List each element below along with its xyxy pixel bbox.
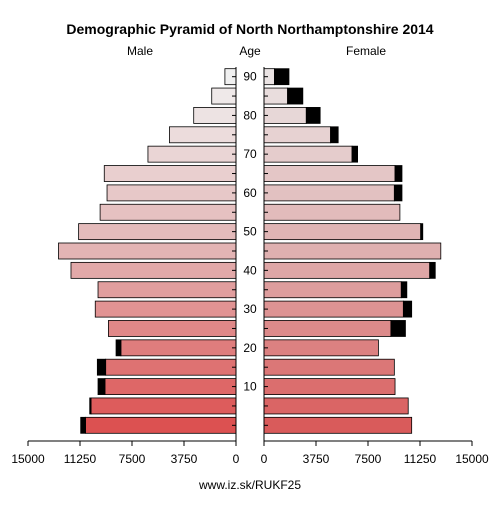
female-bar-80-84 <box>263 107 307 124</box>
female-bars <box>263 68 442 434</box>
female-bar-20-24 <box>263 339 379 357</box>
male-bar-75-79 <box>169 126 237 144</box>
x-tick-label: 11250 <box>404 452 437 466</box>
female-bar-50-54 <box>263 223 422 241</box>
chart-title: Demographic Pyramid of North Northampton… <box>66 21 433 37</box>
source-label: www.iz.sk/RUKF25 <box>198 478 301 492</box>
male-bar-20-24 <box>120 339 237 357</box>
x-tick-label: 0 <box>261 452 268 466</box>
female-foreign-bar-60-64 <box>393 184 403 202</box>
female-bar-10-14 <box>263 378 396 395</box>
age-label: Age <box>239 44 261 58</box>
female-bar-25-29 <box>263 320 392 337</box>
male-foreign-bar-15-19 <box>96 358 107 376</box>
female-foreign-bar-30-34 <box>402 300 413 318</box>
age-tick-label: 10 <box>243 380 257 394</box>
age-tick-label: 30 <box>243 302 257 316</box>
female-foreign-bar-90+ <box>273 68 290 86</box>
x-tick-label: 0 <box>233 452 240 466</box>
male-foreign-bar-0-4 <box>80 416 86 434</box>
female-bar-35-39 <box>263 281 402 299</box>
age-tick-label: 50 <box>243 225 257 239</box>
age-tick-label: 70 <box>243 147 257 161</box>
female-foreign-bar-85-89 <box>287 87 304 105</box>
male-bar-60-64 <box>106 184 237 202</box>
x-tick-label: 15000 <box>11 452 45 466</box>
female-bar-5-9 <box>263 397 409 415</box>
male-bar-65-69 <box>103 165 237 182</box>
female-bar-70-74 <box>263 145 353 163</box>
male-foreign-bar-20-24 <box>115 339 122 357</box>
male-bar-10-14 <box>104 378 237 395</box>
female-foreign-bar-40-44 <box>429 261 436 279</box>
male-bar-70-74 <box>147 145 237 163</box>
male-foreign-bar-5-9 <box>89 397 92 415</box>
male-bar-40-44 <box>70 261 237 279</box>
female-foreign-bar-50-54 <box>420 223 424 241</box>
female-bar-15-19 <box>263 358 395 376</box>
age-tick-label: 80 <box>243 108 257 122</box>
female-bar-0-4 <box>263 416 413 434</box>
age-tick-label: 20 <box>243 341 257 355</box>
x-tick-label: 3750 <box>171 452 198 466</box>
male-bar-55-59 <box>99 203 237 221</box>
male-bar-5-9 <box>90 397 237 415</box>
x-tick-label: 3750 <box>303 452 330 466</box>
female-foreign-bar-25-29 <box>390 320 406 337</box>
female-bar-30-34 <box>263 300 404 318</box>
male-bar-35-39 <box>97 281 237 299</box>
male-bar-80-84 <box>193 107 237 124</box>
x-tick-label: 11250 <box>64 452 97 466</box>
male-bar-15-19 <box>105 358 237 376</box>
male-label: Male <box>127 44 153 58</box>
male-bar-50-54 <box>78 223 237 241</box>
age-tick-label: 40 <box>243 263 257 277</box>
female-label: Female <box>346 44 386 58</box>
male-bars <box>58 68 237 434</box>
female-bar-75-79 <box>263 126 331 144</box>
female-foreign-bar-80-84 <box>305 107 321 124</box>
male-foreign-bar-10-14 <box>97 378 106 395</box>
female-bar-45-49 <box>263 242 442 260</box>
x-tick-label: 7500 <box>119 452 146 466</box>
age-tick-label: 60 <box>243 186 257 200</box>
female-bar-55-59 <box>263 203 401 221</box>
female-foreign-bar-35-39 <box>400 281 408 299</box>
x-tick-label: 15000 <box>455 452 489 466</box>
male-bar-45-49 <box>58 242 237 260</box>
female-foreign-bar-65-69 <box>394 165 403 182</box>
female-bar-60-64 <box>263 184 395 202</box>
male-bar-25-29 <box>108 320 237 337</box>
age-tick-label: 90 <box>243 70 257 84</box>
male-bar-30-34 <box>94 300 237 318</box>
male-bar-0-4 <box>85 416 237 434</box>
female-foreign-bar-70-74 <box>351 145 359 163</box>
female-bar-65-69 <box>263 165 396 182</box>
x-tick-label: 7500 <box>355 452 382 466</box>
female-foreign-bar-75-79 <box>330 126 339 144</box>
female-bar-40-44 <box>263 261 431 279</box>
axes: 10 20 30 40 50 60 70 80 90 15000 11250 7500 3750 0 375… <box>11 67 489 466</box>
